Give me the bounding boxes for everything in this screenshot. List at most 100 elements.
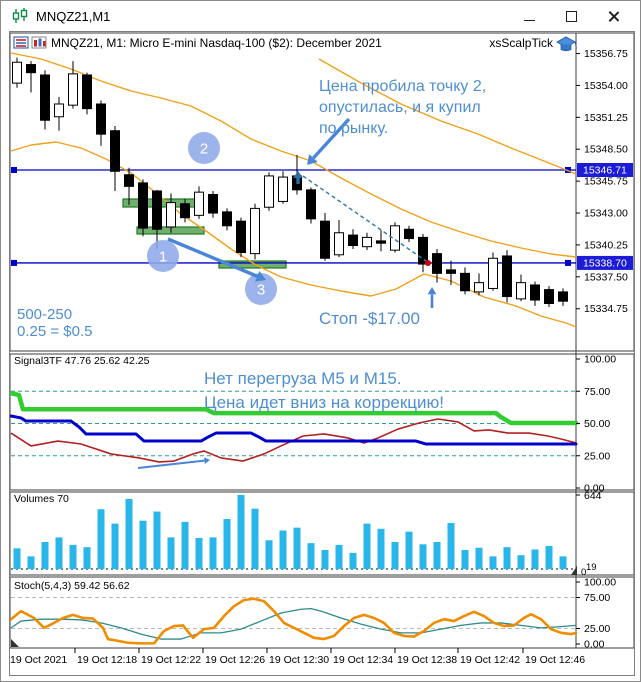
volume-bar [27,556,35,569]
volume-bar [419,544,427,569]
candle [250,207,260,255]
candle [180,203,190,219]
candle [530,284,540,301]
candle [418,236,428,265]
volume-bar [391,541,399,569]
svg-text:100.00: 100.00 [584,577,616,589]
volume-bar [251,508,259,569]
volume-bar [13,548,21,569]
svg-text:0: 0 [581,567,586,578]
candle [54,103,64,118]
candlestick-chart-icon [12,8,28,23]
svg-text:опустилась, и я купил: опустилась, и я купил [319,99,481,116]
volume-bar [265,540,273,569]
chart-frame: 1 2 3 Цена пробила точку 2, опустилась, и я … [7,31,635,676]
scroll-position-marker [11,639,19,647]
svg-text:1: 1 [159,249,167,266]
candle [516,282,526,300]
candle [110,130,120,172]
volume-bar [405,531,413,569]
candle [166,202,176,228]
trade-objects[interactable] [293,171,431,266]
svg-text:Нет перегруза М5 и М15.: Нет перегруза М5 и М15. [204,369,402,388]
volume-bar [475,547,483,569]
svg-text:15354.00: 15354.00 [584,80,628,92]
svg-text:0.00: 0.00 [584,639,605,651]
volume-bar [153,511,161,569]
time-axis[interactable]: 19 Oct 2021 19 Oct 12:18 19 Oct 12:22 19 Oc… [7,648,585,666]
svg-text:MNQZ21, M1: Micro E-mini Nasd: MNQZ21, M1: Micro E-mini Nasdaq-100 ($2)… [51,36,382,50]
volume-bar [223,519,231,569]
volume-bar [195,537,203,569]
volume-bar [545,546,553,569]
current-volume-marker [571,566,577,575]
drawn-arrows[interactable] [167,117,437,308]
svg-text:644: 644 [584,490,602,502]
svg-text:100.00: 100.00 [584,354,616,366]
svg-text:19 Oct 12:34: 19 Oct 12:34 [333,654,393,666]
svg-text:19 Oct 12:38: 19 Oct 12:38 [397,654,457,666]
svg-text:500-250: 500-250 [17,306,72,323]
svg-text:0.00: 0.00 [584,483,605,495]
candle [306,189,316,220]
candle [194,191,204,216]
window-title: MNQZ21,M1 [36,8,111,24]
candle [502,255,512,298]
svg-text:15338.70: 15338.70 [583,257,627,269]
candle [82,74,92,110]
volume-bar [97,509,105,569]
candle [376,240,386,244]
svg-text:50.00: 50.00 [584,418,610,430]
svg-text:2: 2 [200,141,208,158]
svg-text:25.00: 25.00 [584,623,610,635]
numbered-circles[interactable]: 1 2 3 [147,132,277,305]
svg-text:15334.75: 15334.75 [584,303,628,315]
minimize-button[interactable] [516,4,542,28]
svg-text:Stoch(5,4,3) 59.42 56.62: Stoch(5,4,3) 59.42 56.62 [14,580,130,592]
volume-bar [41,541,49,569]
candle [362,236,372,248]
volume-bar [531,549,539,569]
volume-bar [321,550,329,569]
candles-layer [12,57,568,307]
candle [474,282,484,293]
svg-text:Стоп -$17.00: Стоп -$17.00 [319,309,420,328]
volume-bar [559,556,567,569]
svg-text:Цена пробила точку 2,: Цена пробила точку 2, [319,78,486,95]
candle [488,257,498,289]
volume-bar [517,555,525,569]
svg-text:xsScalpTick: xsScalpTick [489,36,554,50]
svg-text:15351.25: 15351.25 [584,112,628,124]
chart-canvas[interactable]: 1 2 3 Цена пробила точку 2, опустилась, и я … [7,32,635,675]
volume-bar [181,521,189,569]
volume-bar [279,530,287,569]
main-annotations: Цена пробила точку 2, опустилась, и я куп… [17,78,486,340]
close-icon [608,11,619,22]
graduation-cap-icon [555,36,577,52]
svg-text:19: 19 [586,562,597,573]
volume-bar [447,523,455,569]
svg-text:19 Oct 12:46: 19 Oct 12:46 [525,654,585,666]
svg-text:15343.00: 15343.00 [584,208,628,220]
svg-text:15340.25: 15340.25 [584,239,628,251]
svg-text:Volumes 70: Volumes 70 [14,493,69,505]
svg-text:19 Oct 12:30: 19 Oct 12:30 [269,654,329,666]
window-titlebar[interactable]: MNQZ21,M1 [1,1,640,31]
close-button[interactable] [600,4,626,28]
svg-text:по рынку.: по рынку. [319,120,388,137]
svg-text:75.00: 75.00 [584,592,610,604]
volume-bar [209,537,217,569]
maximize-icon [565,10,577,22]
candle [432,253,442,274]
candle [446,269,456,274]
price-axis[interactable]: 15356.75 15354.00 15351.25 15348.50 15345.75… [576,48,633,315]
envelope-bands [10,52,577,328]
minimize-icon [523,19,535,21]
candle [152,190,162,230]
candle [558,291,568,302]
candle [208,193,218,214]
svg-text:0.25 = $0.5: 0.25 = $0.5 [17,323,92,340]
maximize-button[interactable] [558,4,584,28]
stoch-pane-content: Stoch(5,4,3) 59.42 56.62 100.00 75.00 25.00… [9,577,616,651]
volume-bar [125,498,133,569]
